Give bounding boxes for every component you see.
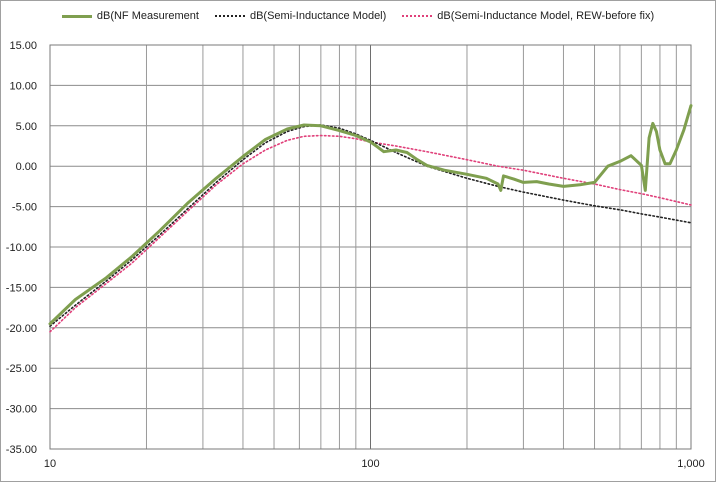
y-tick-label: 15.00 [9,40,37,52]
x-tick-label: 1,000 [677,458,705,470]
legend-label-semi-inductance-model: dB(Semi-Inductance Model) [249,10,387,22]
y-tick-label: 10.00 [9,80,37,92]
y-tick-label: 5.00 [16,121,37,133]
y-tick-label: 0.00 [16,161,37,173]
x-tick-label: 100 [361,458,379,470]
legend-item-semi-inductance-rew: dB(Semi-Inductance Model, REW-before fix… [402,10,654,22]
y-tick-label: -35.00 [6,444,37,456]
y-tick-label: -30.00 [6,404,37,416]
legend-item-semi-inductance-model: dB(Semi-Inductance Model) [214,10,387,22]
legend-swatch-semi-inductance-rew [402,15,433,17]
plot-border [49,44,692,450]
series-line-0 [48,104,693,326]
legend-label-semi-inductance-rew: dB(Semi-Inductance Model, REW-before fix… [437,10,655,22]
legend-item-nf-measurement: dB(NF Measurement [61,10,199,22]
y-tick-label: -5.00 [12,202,37,214]
y-tick-label: -25.00 [6,363,37,375]
legend: dB(NF Measurement dB(Semi-Inductance Mod… [0,10,716,22]
x-tick-label: 10 [44,458,56,470]
legend-swatch-semi-inductance-model [214,15,245,17]
y-tick-label: -15.00 [6,282,37,294]
y-tick-label: -20.00 [6,323,37,335]
legend-label-nf-measurement: dB(NF Measurement [96,10,199,22]
y-tick-label: -10.00 [6,242,37,254]
legend-swatch-nf-measurement [61,14,92,18]
series-line-1 [49,124,692,328]
